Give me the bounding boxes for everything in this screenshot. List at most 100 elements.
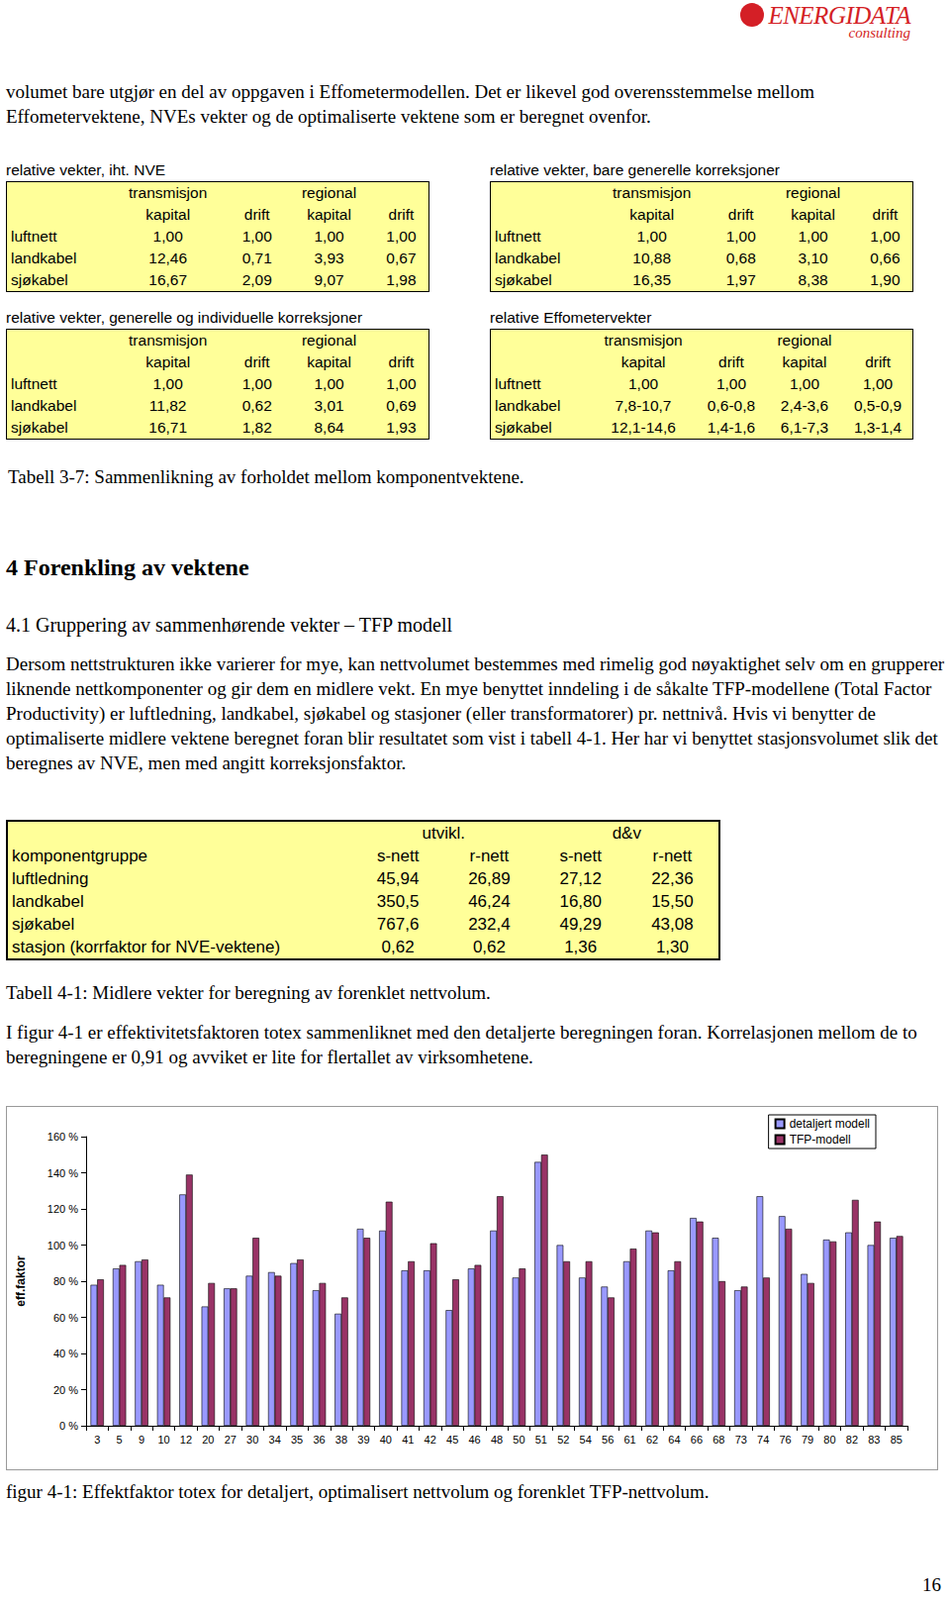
html-text:49,29: 49,29 — [559, 913, 602, 933]
html-text:1,00: 1,00 — [314, 227, 344, 245]
html-text:utvikl.: utvikl. — [422, 822, 466, 842]
html-text:landkabel: landkabel — [11, 891, 84, 910]
svg-text:80 %: 80 % — [53, 1274, 79, 1287]
html-text:232,4: 232,4 — [468, 913, 511, 933]
html-text:Dersom nettstrukturen ikke var: Dersom nettstrukturen ikke varierer for … — [5, 653, 945, 773]
html-text:350,5: 350,5 — [376, 891, 419, 910]
svg-text:40: 40 — [380, 1432, 392, 1445]
html-text:luftledning: luftledning — [11, 868, 89, 888]
html-text:s-nett: s-nett — [376, 845, 419, 865]
svg-text:46: 46 — [468, 1432, 480, 1445]
svg-text:60 %: 60 % — [53, 1311, 79, 1324]
html-text:26,89: 26,89 — [468, 868, 511, 888]
svg-text:56: 56 — [601, 1432, 614, 1445]
svg-text:35: 35 — [290, 1432, 303, 1445]
html-text:Tabell 3-7: Sammenlikning av f: Tabell 3-7: Sammenlikning av forholdet m… — [7, 466, 525, 487]
html-text:1,36: 1,36 — [564, 936, 598, 956]
html-text:landkabel: landkabel — [10, 249, 77, 267]
html-text:kapital: kapital — [145, 205, 191, 223]
svg-text:42: 42 — [424, 1432, 437, 1445]
html-text:figur 4-1: Effektfaktor totex: figur 4-1: Effektfaktor totex for detalj… — [5, 1480, 710, 1502]
html-text:16: 16 — [922, 1573, 942, 1595]
html-text:sjøkabel: sjøkabel — [11, 913, 75, 933]
svg-text:82: 82 — [846, 1432, 858, 1445]
svg-text:52: 52 — [557, 1432, 570, 1445]
html-text:4 Forenkling av vektene: 4 Forenkling av vektene — [5, 554, 249, 580]
svg-text:54: 54 — [579, 1432, 592, 1445]
svg-text:20: 20 — [201, 1432, 214, 1445]
svg-text:50: 50 — [512, 1432, 525, 1445]
svg-text:TFP-modell: TFP-modell — [789, 1132, 852, 1146]
svg-text:36: 36 — [312, 1432, 325, 1445]
html-text:stasjon (korrfaktor for NVE-ve: stasjon (korrfaktor for NVE-vektene) — [11, 936, 281, 956]
html-text:komponentgruppe: komponentgruppe — [11, 845, 148, 865]
svg-text:5: 5 — [116, 1432, 123, 1445]
svg-text:62: 62 — [646, 1432, 659, 1445]
svg-text:51: 51 — [535, 1432, 548, 1445]
svg-text:0 %: 0 % — [59, 1419, 79, 1431]
html-text:767,6: 767,6 — [376, 913, 419, 933]
svg-text:160 %: 160 % — [47, 1130, 79, 1142]
svg-text:27: 27 — [224, 1432, 237, 1445]
svg-text:39: 39 — [357, 1432, 370, 1445]
svg-text:79: 79 — [801, 1432, 814, 1445]
html-text:1,00: 1,00 — [386, 227, 417, 245]
svg-text:41: 41 — [401, 1432, 414, 1445]
html-text:1,00: 1,00 — [242, 227, 272, 245]
html-text:drift: drift — [388, 205, 415, 223]
html-text:15,50: 15,50 — [651, 891, 694, 910]
html-text:0,71: 0,71 — [242, 249, 272, 267]
html-text:I figur 4-1 er effektivitetsfa: I figur 4-1 er effektivitetsfaktoren tot… — [5, 1021, 918, 1067]
html-text:27,12: 27,12 — [559, 868, 602, 888]
svg-text:48: 48 — [490, 1432, 503, 1445]
svg-text:74: 74 — [757, 1432, 769, 1445]
html-text:12,46: 12,46 — [148, 249, 188, 267]
svg-text:80: 80 — [823, 1432, 836, 1445]
svg-text:120 %: 120 % — [47, 1202, 79, 1215]
svg-text:45: 45 — [446, 1432, 459, 1445]
svg-text:140 %: 140 % — [47, 1166, 79, 1179]
html-text:16,80: 16,80 — [559, 891, 602, 910]
html-text:1,30: 1,30 — [655, 936, 689, 956]
svg-text:68: 68 — [712, 1432, 725, 1445]
html-text:45,94: 45,94 — [376, 868, 419, 888]
svg-text:83: 83 — [867, 1432, 880, 1445]
html-text:volumet bare utgjør en del av: volumet bare utgjør en del av oppgaven i… — [5, 81, 815, 127]
svg-text:66: 66 — [690, 1432, 703, 1445]
html-text:3,93: 3,93 — [314, 249, 344, 267]
html-text:s-nett: s-nett — [559, 845, 602, 865]
html-text:d&v: d&v — [612, 822, 642, 842]
svg-text:76: 76 — [778, 1432, 791, 1445]
svg-text:38: 38 — [335, 1432, 348, 1445]
html-text:relative vekter, iht. NVE: relative vekter, iht. NVE — [5, 161, 166, 179]
svg-text:85: 85 — [890, 1432, 903, 1445]
svg-text:64: 64 — [667, 1432, 680, 1445]
html-text:r-nett: r-nett — [652, 845, 693, 865]
html-text:1,00: 1,00 — [152, 227, 183, 245]
html-text:46,24: 46,24 — [468, 891, 511, 910]
svg-text:detaljert modell: detaljert modell — [789, 1116, 870, 1131]
svg-text:9: 9 — [138, 1432, 145, 1445]
svg-text:3: 3 — [94, 1432, 100, 1445]
svg-text:34: 34 — [269, 1432, 282, 1445]
html-text:luftnett: luftnett — [10, 227, 57, 245]
html-text:43,08: 43,08 — [651, 913, 694, 933]
html-text:drift: drift — [244, 205, 270, 223]
html-text:Tabell 4-1: Midlere vekter for: Tabell 4-1: Midlere vekter for beregning… — [5, 981, 491, 1003]
html-text:0,62: 0,62 — [381, 936, 415, 956]
html-text:4.1 Gruppering av sammenhørend: 4.1 Gruppering av sammenhørende vekter –… — [5, 613, 453, 636]
svg-text:20 %: 20 % — [53, 1383, 79, 1396]
svg-text:61: 61 — [623, 1432, 636, 1445]
svg-text:100 %: 100 % — [47, 1238, 79, 1251]
svg-text:30: 30 — [246, 1432, 259, 1445]
html-text:r-nett: r-nett — [469, 845, 509, 865]
svg-text:73: 73 — [735, 1432, 748, 1445]
svg-text:eff.faktor: eff.faktor — [13, 1254, 28, 1307]
html-text:kapital: kapital — [306, 205, 352, 223]
svg-text:12: 12 — [180, 1432, 192, 1445]
html-text:0,62: 0,62 — [472, 936, 506, 956]
html-text:22,36: 22,36 — [651, 868, 694, 888]
html-text:ENERGIDATA: ENERGIDATA — [768, 1, 911, 29]
svg-text:10: 10 — [157, 1432, 170, 1445]
svg-text:40 %: 40 % — [53, 1346, 79, 1359]
